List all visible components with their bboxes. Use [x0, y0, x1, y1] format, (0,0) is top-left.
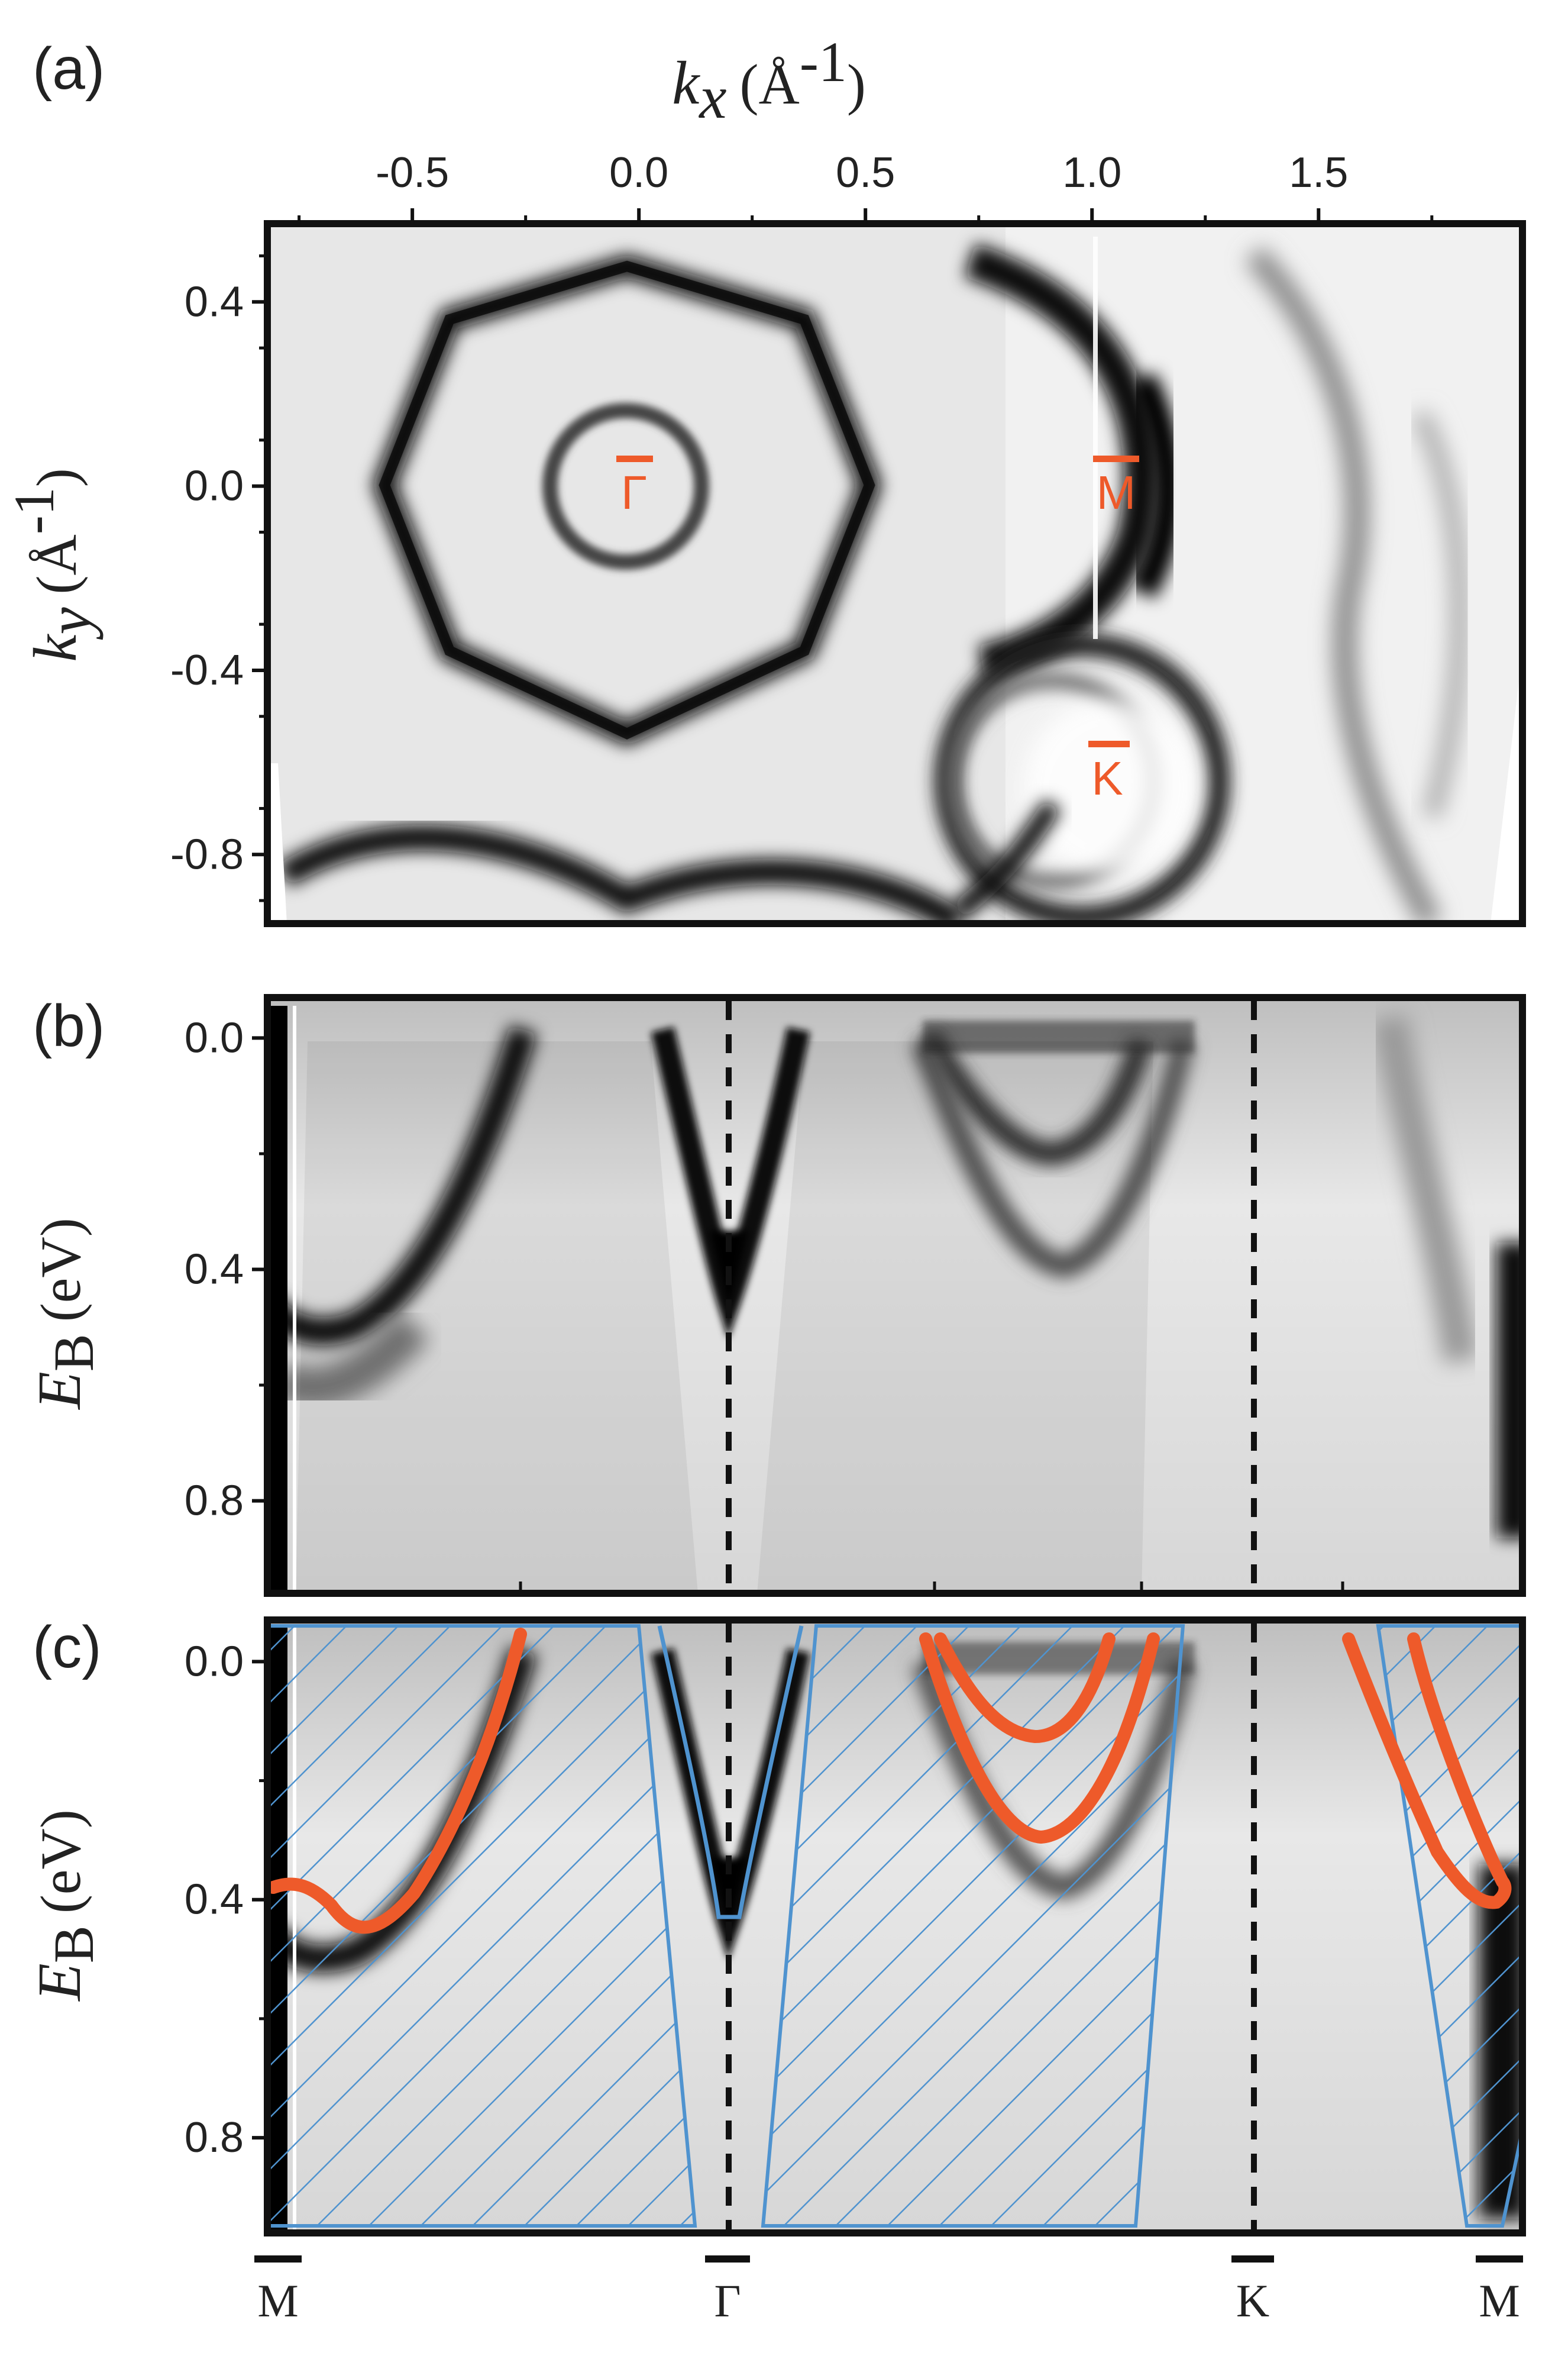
- ky-tick-label: 0.0: [185, 463, 244, 510]
- ky-tick-label: -0.4: [170, 647, 244, 694]
- panel-c-axes: 0.0 0.4 0.8: [185, 1638, 267, 2161]
- ky-axis-title: ky (Å-1): [2, 468, 104, 662]
- eb-symbol-c: E: [25, 1963, 93, 2002]
- ky-unit: (Å: [25, 534, 88, 594]
- panel-b: 0.0 0.4 0.8: [185, 994, 1526, 1597]
- kx-unit: (Å: [740, 53, 800, 116]
- kx-tick-label: 0.5: [836, 149, 895, 196]
- gamma-point-label: Γ: [621, 466, 647, 519]
- panel-label-b: (b): [33, 993, 105, 1059]
- ky-tick-label: 0.4: [185, 278, 244, 325]
- panel-a: Γ M K -0.5 0.0 0.5 1.0 1.5 0.4 0.0 -0.4 -0.8: [170, 149, 1526, 927]
- hatch-region-middle: [761, 1624, 1185, 2228]
- k-point-marker: K: [1088, 741, 1130, 805]
- hs-label-k-text: K: [1236, 2275, 1269, 2326]
- kx-tick-label: 1.5: [1289, 149, 1348, 196]
- eb-unit-c: (eV): [29, 1809, 92, 1913]
- kx-unit-sup: -1: [800, 30, 847, 93]
- panel-a-frame: [264, 220, 1526, 927]
- hs-label-m-left: M: [254, 2255, 302, 2326]
- hs-label-m-right: M: [1476, 2255, 1523, 2326]
- m-point-marker: M: [1093, 456, 1139, 519]
- panel-b-axes: 0.0 0.4 0.8: [185, 1014, 1344, 1593]
- eb-tick-label: 0.8: [185, 1477, 244, 1525]
- kx-subscript: x: [698, 63, 726, 131]
- high-symmetry-labels: M Γ K M: [254, 2255, 1523, 2326]
- eb-subscript-b: B: [42, 1334, 105, 1371]
- eb-axis-title-c: EB (eV): [25, 1809, 105, 2002]
- hs-label-gamma: Γ: [705, 2255, 750, 2326]
- eb-axis-title-b: EB (eV): [25, 1218, 105, 1410]
- panel-c-frame: [264, 1616, 1526, 2236]
- panel-a-axes: -0.5 0.0 0.5 1.0 1.5 0.4 0.0 -0.4 -0.8: [170, 149, 1434, 902]
- ky-unit-close: ): [25, 468, 88, 487]
- gamma-point-marker: Γ: [616, 456, 653, 519]
- hs-label-k: K: [1231, 2255, 1274, 2326]
- surface-band-right: [1342, 1632, 1512, 1909]
- surface-band-outer: [919, 1632, 1160, 1844]
- surface-band-m-left: [267, 1628, 527, 1934]
- panel-b-frame: [264, 994, 1526, 1597]
- hs-label-gamma-text: Γ: [714, 2275, 741, 2326]
- kx-tick-label: 0.0: [609, 149, 668, 196]
- k-point-label: K: [1091, 752, 1123, 805]
- ky-symbol: k: [21, 634, 89, 662]
- kx-tick-label: -0.5: [376, 149, 449, 196]
- surface-band-inner: [934, 1632, 1116, 1744]
- hatch-region-right: [1376, 1624, 1522, 2228]
- eb-tick-label: 0.0: [185, 1014, 244, 1061]
- ky-tick-label: -0.8: [170, 831, 244, 878]
- kx-unit-close: ): [847, 53, 866, 116]
- eb-tick-label: 0.0: [185, 1638, 244, 1685]
- panel-label-c: (c): [33, 1614, 102, 1680]
- kx-axis-title: kx (Å-1): [672, 30, 866, 131]
- eb-subscript-c: B: [42, 1925, 105, 1963]
- panel-label-a: (a): [33, 35, 105, 102]
- ky-subscript: y: [35, 607, 104, 640]
- panel-a-intensity: [267, 224, 1522, 924]
- hatch-region-gamma: [657, 1625, 804, 1919]
- panel-b-intensity: [267, 998, 1522, 1593]
- eb-symbol-b: E: [25, 1371, 93, 1411]
- eb-unit-b: (eV): [29, 1218, 92, 1322]
- eb-tick-label: 0.4: [185, 1876, 244, 1923]
- hs-label-m-right-text: M: [1479, 2275, 1519, 2326]
- hs-label-m-left-text: M: [257, 2275, 298, 2326]
- bulk-band-hatching: [267, 1624, 1522, 2228]
- kx-symbol: k: [672, 49, 700, 117]
- eb-tick-label: 0.8: [185, 2114, 244, 2161]
- surface-state-bands: [267, 1628, 1512, 1934]
- kx-tick-label: 1.0: [1062, 149, 1121, 196]
- eb-tick-label: 0.4: [185, 1246, 244, 1293]
- panel-c: 0.0 0.4 0.8: [185, 1616, 1526, 2236]
- hatch-region-left: [267, 1624, 697, 2228]
- ky-unit-sup: -1: [2, 487, 66, 534]
- m-point-label: M: [1097, 466, 1136, 519]
